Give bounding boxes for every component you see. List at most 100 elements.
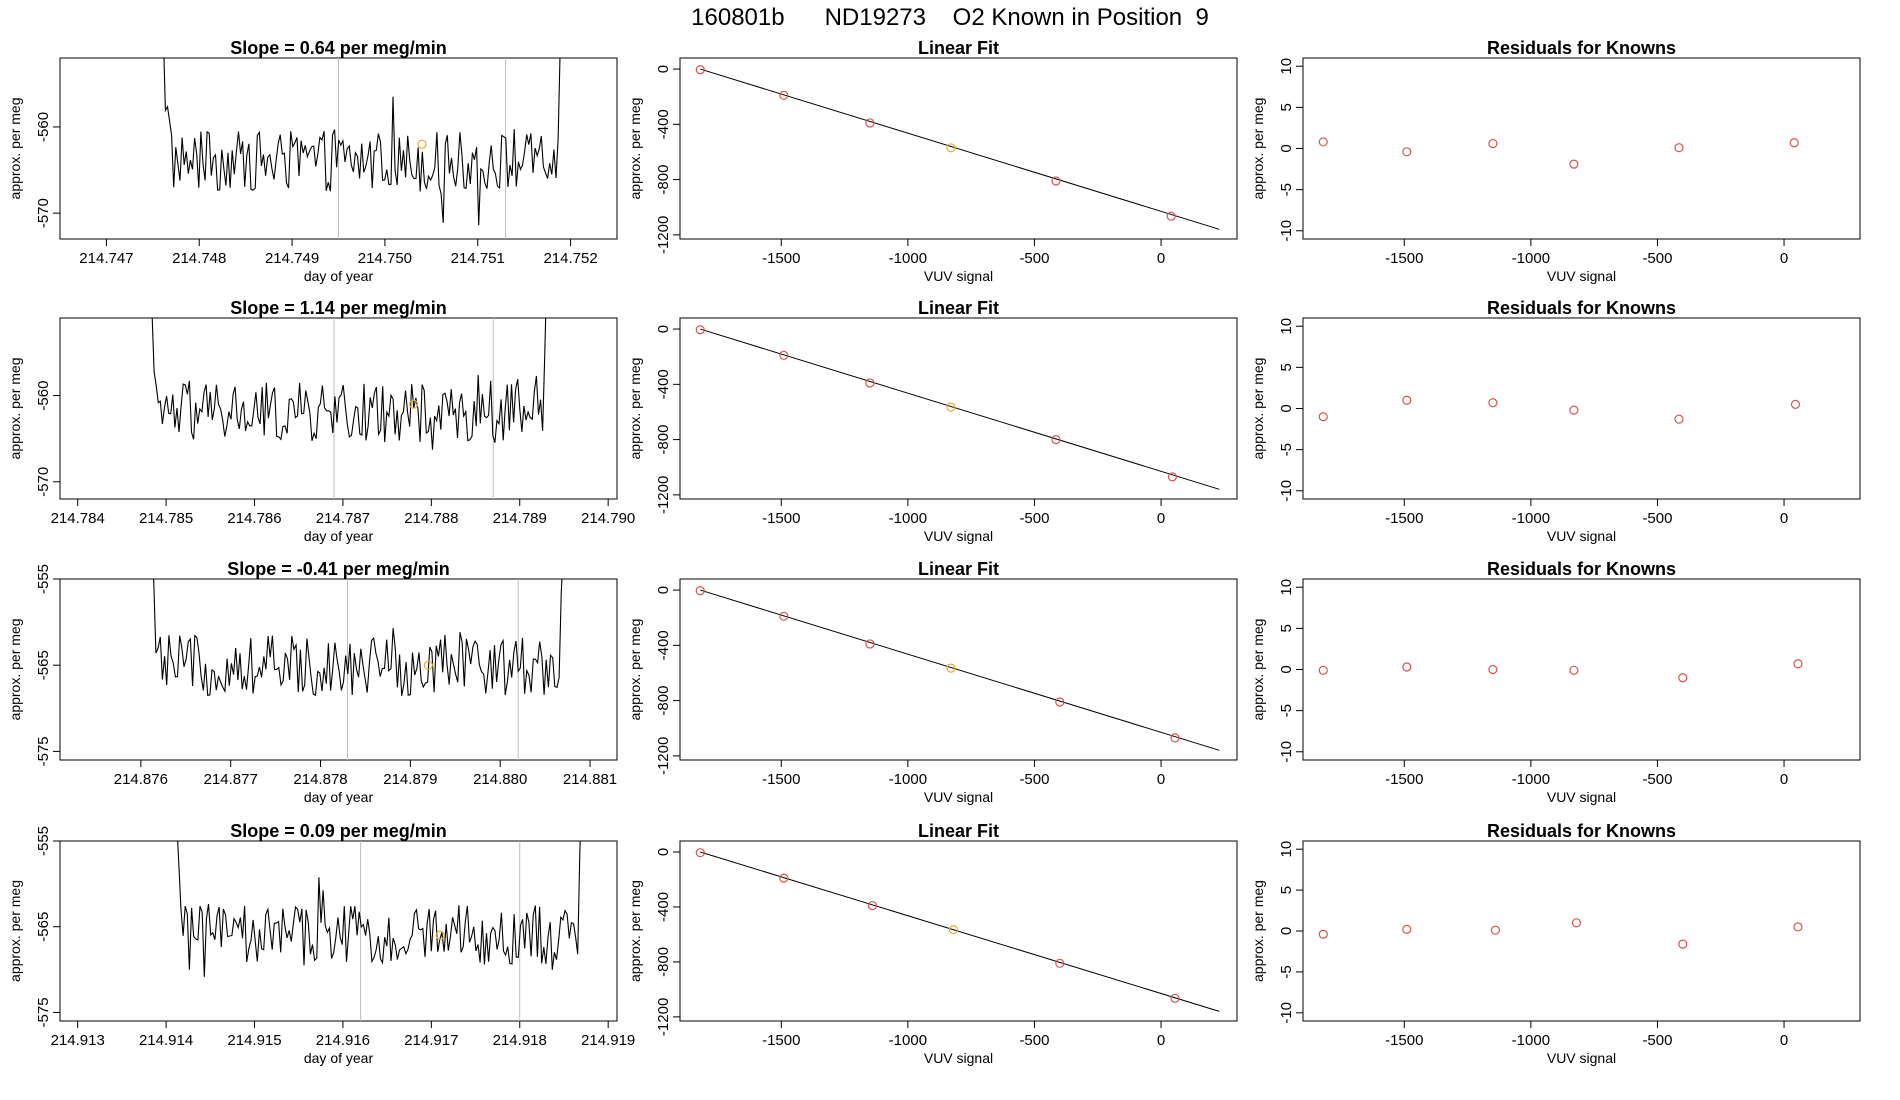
y-axis-label: approx. per meg [7,98,23,200]
residuals-panel-r0: Residuals for Knowns -1500 -1000 -500 0 VUV s… [1250,38,1861,284]
y-tick-label: 5 [1278,363,1295,371]
y-tick-label: -10 [1278,1002,1295,1024]
y-tick-label: 5 [1278,886,1295,894]
y-tick-label: -800 [655,947,672,977]
panel-title: Residuals for Knowns [1487,38,1676,58]
x-tick-label: 0 [1157,510,1165,527]
x-axis-label: VUV signal [924,268,993,284]
x-axis-label: day of year [304,1050,374,1066]
data-point [1051,434,1061,445]
x-tick-label: 214.919 [581,1032,635,1049]
x-tick-label: -1000 [1512,771,1550,788]
x-axis-label: day of year [304,789,374,805]
y-tick-label: -575 [35,736,52,766]
x-tick-label: 214.876 [114,771,168,788]
y-tick-label: -560 [35,381,52,411]
timeseries-panel-r1: Slope = 1.14 per meg/min 214.784 214.785 21… [7,298,635,544]
data-series-line [151,318,547,450]
y-tick-label: -5 [1278,183,1295,196]
x-axis-label: VUV signal [1547,528,1616,544]
y-tick-label: 10 [1278,58,1295,75]
y-tick-label: -560 [35,112,52,142]
x-tick-label: 214.748 [172,250,226,267]
y-tick-label: 0 [1278,404,1295,412]
y-axis-label: approx. per meg [627,358,643,460]
x-tick-label: -500 [1019,771,1049,788]
panel-title: Linear Fit [918,821,999,841]
y-tick-label: -1200 [655,476,672,514]
panel-title: Residuals for Knowns [1487,298,1676,318]
figure-title: 160801b ND19273 O2 Known in Position 9 [691,4,1209,31]
panel-title: Slope = 1.14 per meg/min [230,298,447,318]
data-point [1490,925,1501,935]
data-point [779,611,789,621]
data-point [1569,405,1579,415]
x-tick-label: 214.786 [227,510,281,527]
data-point [1170,733,1180,743]
data-point [695,65,705,75]
y-tick-label: -570 [35,198,52,228]
x-tick-label: -1000 [889,771,927,788]
y-tick-label: -400 [655,892,672,922]
y-tick-label: 10 [1278,579,1295,596]
x-tick-label: -1000 [1512,510,1550,527]
x-tick-label: 214.918 [493,1032,547,1049]
y-tick-label: 0 [655,325,672,333]
data-point [1793,659,1803,669]
plot-frame [1302,317,1861,500]
highlight-point [946,143,956,153]
x-tick-label: -500 [1642,771,1672,788]
x-tick-label: 214.878 [293,771,347,788]
data-point [1318,137,1328,147]
y-tick-label: -400 [655,369,672,399]
fit-panel-r2: Linear Fit -1500 -1000 -500 0 VUV signal 0 -400… [627,559,1238,805]
x-tick-label: -500 [1019,510,1049,527]
data-point [779,350,789,360]
y-tick-label: -800 [655,686,672,716]
x-axis-label: VUV signal [1547,1050,1616,1066]
x-tick-label: 0 [1780,1032,1788,1049]
x-tick-label: -500 [1019,250,1049,267]
data-series-line [163,58,561,226]
highlight-point [435,930,445,940]
x-tick-label: -1000 [1512,250,1550,267]
y-tick-label: -400 [655,630,672,660]
data-point [1318,665,1328,675]
x-tick-label: 0 [1780,250,1788,267]
data-series-line [177,841,581,977]
panel-title: Residuals for Knowns [1487,559,1676,579]
x-axis-label: VUV signal [1547,268,1616,284]
x-tick-label: 214.785 [139,510,193,527]
fit-panel-r0: Linear Fit -1500 -1000 -500 0 VUV signal 0 -400… [627,38,1238,284]
data-series-line [153,579,563,697]
x-tick-label: -500 [1019,1032,1049,1049]
data-point [1167,472,1178,482]
x-tick-label: 0 [1157,250,1165,267]
x-tick-label: 214.784 [51,510,105,527]
data-point [695,586,705,596]
x-tick-label: -1000 [889,250,927,267]
y-axis-label: approx. per meg [1250,98,1266,200]
x-tick-label: -1500 [762,771,800,788]
data-point [1674,414,1684,424]
data-point [1790,399,1801,409]
y-tick-label: -5 [1278,443,1295,456]
y-tick-label: -575 [35,997,52,1027]
panel-title: Slope = 0.09 per meg/min [230,821,447,841]
y-tick-label: -800 [655,165,672,195]
data-point [1402,147,1412,157]
x-tick-label: -1000 [889,510,927,527]
highlight-point [948,925,959,935]
x-tick-label: 214.917 [404,1032,458,1049]
y-tick-label: -5 [1278,704,1295,717]
highlight-point [423,660,433,670]
y-tick-label: 0 [655,65,672,73]
x-tick-label: -1500 [762,250,800,267]
x-tick-label: 214.877 [204,771,258,788]
y-tick-label: -10 [1278,220,1295,242]
timeseries-panel-r0: Slope = 0.64 per meg/min 214.747 214.748 21… [7,38,618,284]
y-tick-label: 0 [655,848,672,856]
x-tick-label: 214.914 [139,1032,193,1049]
y-axis-label: approx. per meg [1250,358,1266,460]
